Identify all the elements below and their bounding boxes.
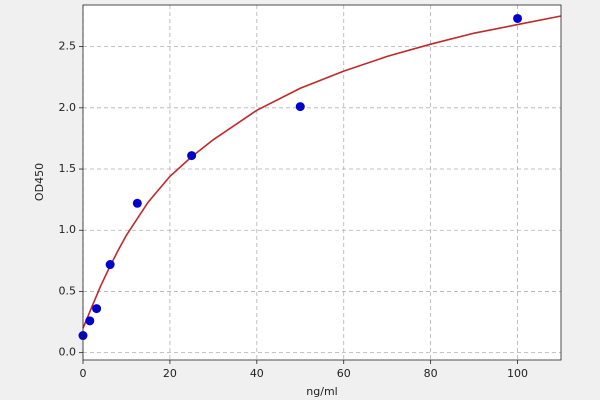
data-point xyxy=(187,151,197,161)
fit-curve xyxy=(82,15,562,329)
y-tick-label: 1.5 xyxy=(59,162,77,175)
x-tick-label: 60 xyxy=(337,367,351,380)
x-tick-label: 80 xyxy=(424,367,438,380)
y-tick-label: 0.5 xyxy=(59,284,77,297)
data-point xyxy=(295,102,305,112)
x-tick-label: 40 xyxy=(250,367,264,380)
data-point xyxy=(513,13,523,23)
x-tick-label: 0 xyxy=(80,367,87,380)
plot-layer xyxy=(78,5,562,360)
y-tick-label: 1.0 xyxy=(59,223,77,236)
data-point xyxy=(85,316,95,326)
data-point xyxy=(132,198,142,208)
x-tick-label: 100 xyxy=(507,367,528,380)
y-tick-label: 2.0 xyxy=(59,101,77,114)
data-point xyxy=(92,304,102,314)
x-tick-label: 20 xyxy=(163,367,177,380)
y-tick-label: 0.0 xyxy=(59,346,77,359)
plot-area xyxy=(83,5,561,360)
plot-frame xyxy=(82,4,562,361)
y-axis-label: OD450 xyxy=(33,163,46,201)
x-axis-label: ng/ml xyxy=(306,385,337,398)
y-tick-label: 2.5 xyxy=(59,40,77,53)
data-point xyxy=(105,260,115,270)
